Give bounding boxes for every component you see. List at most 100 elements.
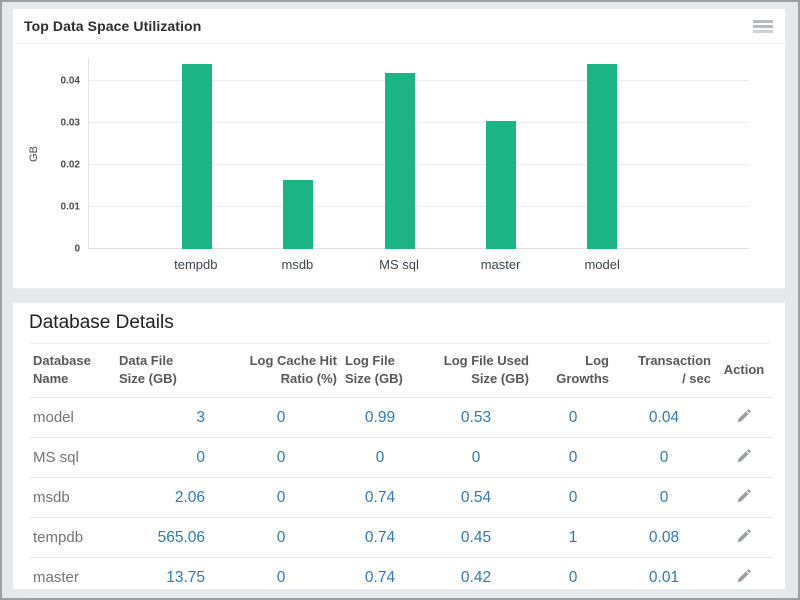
column-header: Database Name bbox=[33, 353, 91, 386]
table-row: master 13.75 0 0.74 0.42 0 0.01 bbox=[29, 557, 773, 599]
cell-value[interactable]: 0 bbox=[613, 477, 715, 518]
hamburger-menu-icon[interactable] bbox=[753, 16, 773, 37]
chart-bars bbox=[146, 58, 653, 249]
x-category-label: tempdb bbox=[174, 257, 218, 272]
y-tick-label: 0.01 bbox=[60, 201, 80, 213]
database-details-panel: Database Details Database Name Data File Si… bbox=[12, 302, 786, 599]
pencil-edit-icon[interactable] bbox=[736, 527, 753, 544]
cell-value[interactable]: 1 bbox=[533, 517, 613, 558]
column-header: Log Growths bbox=[556, 353, 609, 386]
database-details-table: Database Name Data File Size (GB) Log Cache … bbox=[29, 344, 773, 599]
x-category-label: msdb bbox=[281, 257, 314, 272]
bar-slot bbox=[450, 58, 551, 249]
bar-slot bbox=[247, 58, 348, 249]
menu-bar bbox=[753, 19, 773, 23]
cell-value[interactable]: 0 bbox=[533, 477, 613, 518]
cell-value[interactable]: 3 bbox=[115, 397, 221, 438]
action-cell bbox=[715, 397, 773, 438]
cell-value[interactable]: 0 bbox=[221, 477, 341, 518]
gridline bbox=[89, 206, 749, 208]
cell-database-name: master bbox=[29, 557, 115, 599]
table-title: Database Details bbox=[29, 312, 769, 344]
bar-model[interactable] bbox=[587, 64, 618, 249]
column-header: Log File Used Size (GB) bbox=[443, 353, 529, 386]
gridline bbox=[89, 164, 749, 166]
x-category-label: MS sql bbox=[379, 257, 419, 272]
bar-slot bbox=[552, 58, 653, 249]
cell-value[interactable]: 0 bbox=[533, 397, 613, 438]
cell-value[interactable]: 0 bbox=[533, 437, 613, 478]
cell-value[interactable]: 0.74 bbox=[341, 477, 419, 518]
cell-value[interactable]: 0 bbox=[115, 437, 221, 478]
cell-value[interactable]: 0 bbox=[341, 437, 419, 478]
x-category-label: master bbox=[480, 257, 521, 272]
cell-value[interactable]: 0.74 bbox=[341, 517, 419, 558]
table-row: msdb 2.06 0 0.74 0.54 0 0 bbox=[29, 477, 773, 518]
chart-panel-title: Top Data Space Utilization bbox=[24, 18, 202, 34]
action-cell bbox=[715, 437, 773, 478]
table-body: model 3 0 0.99 0.53 0 0.04 MS sql 0 0 0 0 0 0 msdb 2.06… bbox=[29, 397, 773, 599]
cell-value[interactable]: 0.04 bbox=[613, 397, 715, 438]
menu-bar bbox=[753, 24, 773, 28]
cell-database-name: tempdb bbox=[29, 517, 115, 558]
chart-panel-header: Top Data Space Utilization bbox=[13, 9, 785, 44]
menu-bar bbox=[753, 29, 773, 33]
table-header-row: Database Name Data File Size (GB) Log Cache … bbox=[29, 344, 773, 398]
cell-value[interactable]: 0 bbox=[419, 437, 533, 478]
chart-y-axis: 0 0.01 0.02 0.03 0.04 bbox=[13, 58, 88, 255]
chart-x-labels: tempdb msdb MS sql master model bbox=[145, 257, 653, 272]
column-header: Log Cache Hit Ratio (%) bbox=[249, 353, 337, 386]
cell-value[interactable]: 0 bbox=[221, 557, 341, 599]
pencil-edit-icon[interactable] bbox=[736, 407, 753, 424]
cell-value[interactable]: 0.99 bbox=[341, 397, 419, 438]
action-cell bbox=[715, 477, 773, 518]
cell-value[interactable]: 0 bbox=[221, 397, 341, 438]
bar-slot bbox=[349, 58, 450, 249]
cell-value[interactable]: 0.54 bbox=[419, 477, 533, 518]
action-cell bbox=[715, 557, 773, 599]
cell-value[interactable]: 0.01 bbox=[613, 557, 715, 599]
cell-value[interactable]: 2.06 bbox=[115, 477, 221, 518]
table-row: MS sql 0 0 0 0 0 0 bbox=[29, 437, 773, 478]
gridline bbox=[89, 122, 749, 124]
cell-value[interactable]: 0.42 bbox=[419, 557, 533, 599]
gridline bbox=[89, 80, 749, 82]
pencil-edit-icon[interactable] bbox=[736, 487, 753, 504]
cell-value[interactable]: 13.75 bbox=[115, 557, 221, 599]
cell-value[interactable]: 565.06 bbox=[115, 517, 221, 558]
x-category-label: model bbox=[584, 257, 620, 272]
bar-master[interactable] bbox=[485, 120, 516, 249]
column-header: Action bbox=[723, 361, 765, 377]
column-header: Transaction / sec bbox=[638, 353, 711, 386]
pencil-edit-icon[interactable] bbox=[736, 447, 753, 464]
cell-value[interactable]: 0.45 bbox=[419, 517, 533, 558]
cell-database-name: msdb bbox=[29, 477, 115, 518]
cell-value[interactable]: 0.74 bbox=[341, 557, 419, 599]
column-header: Log File Size (GB) bbox=[345, 353, 403, 386]
cell-value[interactable]: 0 bbox=[613, 437, 715, 478]
table-header: Database Name Data File Size (GB) Log Cache … bbox=[29, 344, 773, 398]
cell-value[interactable]: 0 bbox=[533, 557, 613, 599]
cell-value[interactable]: 0 bbox=[221, 437, 341, 478]
bar-chart: GB 0 0.01 0.02 0.03 0.04 tempdb msdb MS sql mas… bbox=[13, 44, 785, 288]
column-header: Data File Size (GB) bbox=[119, 353, 177, 386]
pencil-edit-icon[interactable] bbox=[736, 567, 753, 584]
bar-ms-sql[interactable] bbox=[384, 72, 415, 249]
gridline bbox=[89, 248, 749, 249]
y-tick-label: 0.03 bbox=[60, 117, 80, 129]
bar-tempdb[interactable] bbox=[181, 64, 212, 249]
cell-value[interactable]: 0 bbox=[221, 517, 341, 558]
y-tick-label: 0.04 bbox=[60, 75, 80, 87]
chart-plot-area bbox=[88, 58, 749, 249]
cell-database-name: MS sql bbox=[29, 437, 115, 478]
cell-value[interactable]: 0.08 bbox=[613, 517, 715, 558]
cell-value[interactable]: 0.53 bbox=[419, 397, 533, 438]
action-cell bbox=[715, 517, 773, 558]
table-row: model 3 0 0.99 0.53 0 0.04 bbox=[29, 397, 773, 438]
y-tick-label: 0 bbox=[74, 243, 80, 255]
table-row: tempdb 565.06 0 0.74 0.45 1 0.08 bbox=[29, 517, 773, 558]
bar-msdb[interactable] bbox=[283, 179, 314, 249]
bar-slot bbox=[146, 58, 247, 249]
chart-panel: Top Data Space Utilization GB 0 0.01 0.02 0… bbox=[12, 8, 786, 289]
